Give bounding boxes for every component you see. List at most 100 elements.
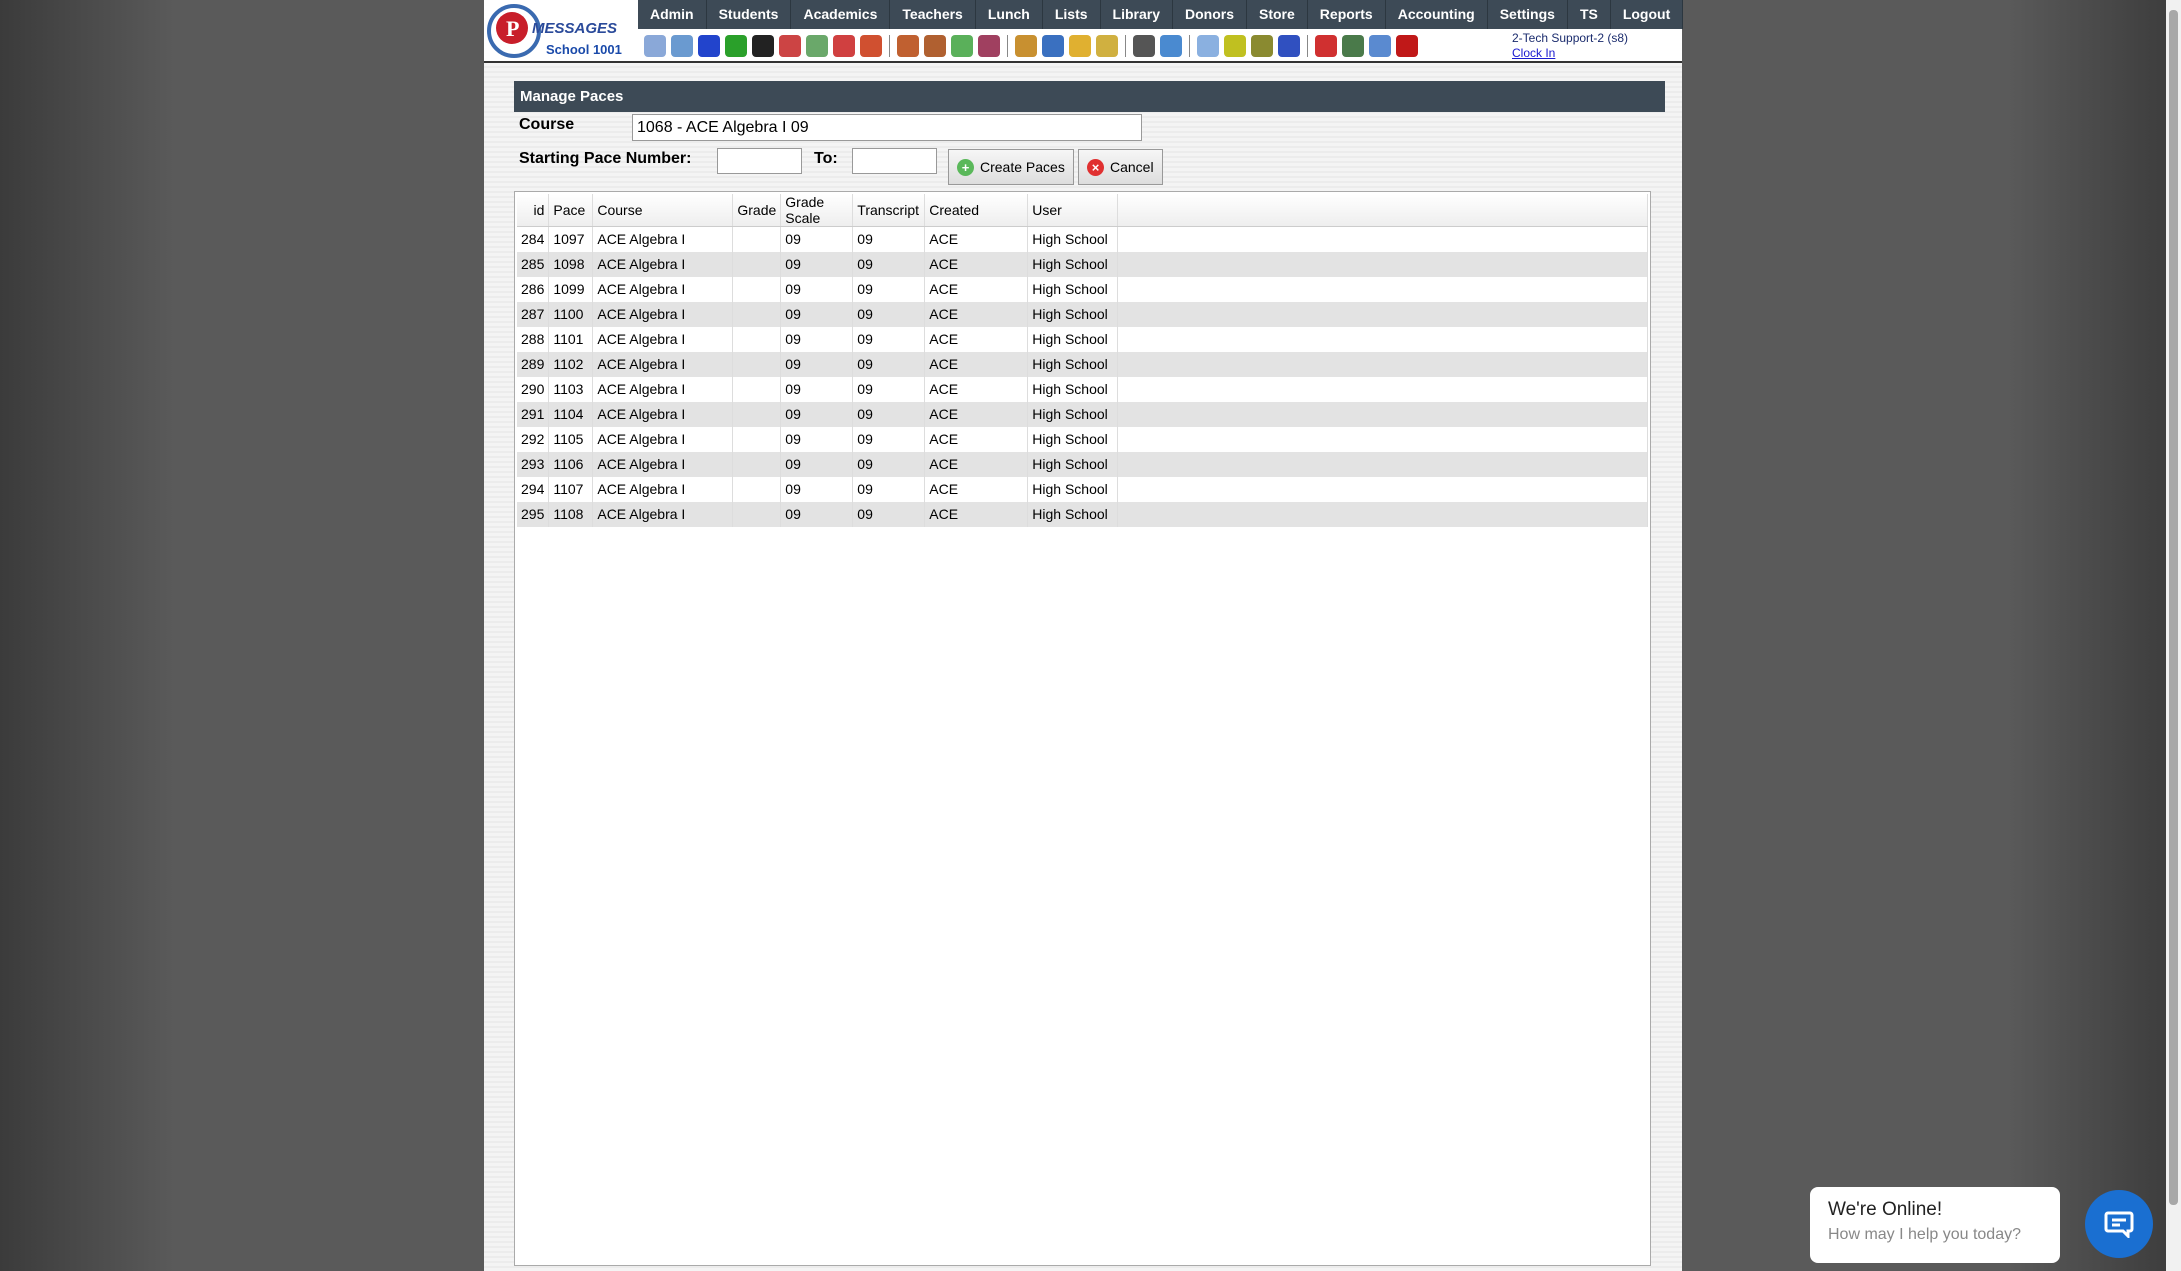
nav-students[interactable]: Students: [707, 0, 792, 29]
clock-icon[interactable]: [1160, 35, 1182, 57]
nav-store[interactable]: Store: [1247, 0, 1308, 29]
column-header[interactable]: Grade: [732, 194, 782, 227]
table-cell: 09: [780, 251, 854, 277]
column-header[interactable]: id: [517, 194, 550, 227]
card-icon[interactable]: [1224, 35, 1246, 57]
column-header[interactable]: Transcript: [852, 194, 926, 227]
table-cell: High School: [1027, 501, 1119, 527]
money-icon[interactable]: [1342, 35, 1364, 57]
ticket-icon[interactable]: [951, 35, 973, 57]
teacher-icon[interactable]: [1133, 35, 1155, 57]
table-cell-filler: [1117, 401, 1648, 427]
add-student-icon[interactable]: [897, 35, 919, 57]
table-cell: ACE Algebra I: [592, 376, 734, 402]
calendar-grid-icon[interactable]: [671, 35, 693, 57]
bell-icon[interactable]: [1069, 35, 1091, 57]
ap-icon[interactable]: [1278, 35, 1300, 57]
table-cell: [732, 326, 782, 352]
nav-lists[interactable]: Lists: [1043, 0, 1101, 29]
table-cell-filler: [1117, 251, 1648, 277]
plus-icon: +: [957, 158, 974, 176]
table-cell: 1099: [548, 276, 594, 302]
nav-logout[interactable]: Logout: [1611, 0, 1684, 29]
pdf-icon[interactable]: [1315, 35, 1337, 57]
table-cell: 09: [852, 476, 926, 502]
user-name: 2-Tech Support-2 (s8): [1512, 31, 1629, 45]
table-row[interactable]: 289 1102 ACE Algebra I 09 09 ACE High School: [517, 351, 1648, 377]
document-icon[interactable]: [806, 35, 828, 57]
table-cell: ACE: [924, 476, 1029, 502]
table-cell: [732, 276, 782, 302]
table-cell: High School: [1027, 251, 1119, 277]
create-paces-button[interactable]: + Create Paces: [948, 149, 1074, 185]
megaphone-icon[interactable]: [860, 35, 882, 57]
scrollbar-thumb[interactable]: [2169, 10, 2178, 1205]
nav-reports[interactable]: Reports: [1308, 0, 1386, 29]
table-cell-filler: [1117, 326, 1648, 352]
table-row[interactable]: 286 1099 ACE Algebra I 09 09 ACE High School: [517, 276, 1648, 302]
nav-academics[interactable]: Academics: [791, 0, 891, 29]
table-cell: [732, 351, 782, 377]
page-scrollbar[interactable]: [2166, 0, 2181, 1271]
help-icon[interactable]: [1369, 35, 1391, 57]
toolbar-separator: [889, 35, 890, 57]
column-header[interactable]: User: [1027, 194, 1119, 227]
table-row[interactable]: 291 1104 ACE Algebra I 09 09 ACE High School: [517, 401, 1648, 427]
table-row[interactable]: 288 1101 ACE Algebra I 09 09 ACE High School: [517, 326, 1648, 352]
export-icon[interactable]: [1096, 35, 1118, 57]
nav-accounting[interactable]: Accounting: [1386, 0, 1488, 29]
table-row[interactable]: 292 1105 ACE Algebra I 09 09 ACE High School: [517, 426, 1648, 452]
cancel-button[interactable]: × Cancel: [1078, 149, 1163, 185]
table-row[interactable]: 284 1097 ACE Algebra I 09 09 ACE High School: [517, 226, 1648, 252]
table-cell: 09: [780, 401, 854, 427]
column-header[interactable]: Pace: [548, 194, 594, 227]
logo[interactable]: P MESSAGES School 1001: [486, 2, 638, 60]
table-row[interactable]: 287 1100 ACE Algebra I 09 09 ACE High School: [517, 301, 1648, 327]
speaker-icon[interactable]: [779, 35, 801, 57]
to-input[interactable]: [852, 148, 937, 174]
chat-button[interactable]: [2085, 1190, 2153, 1258]
table-cell: High School: [1027, 401, 1119, 427]
table-cell-filler: [1117, 376, 1648, 402]
column-header[interactable]: Grade Scale: [780, 194, 854, 227]
table-cell: High School: [1027, 351, 1119, 377]
nav-lunch[interactable]: Lunch: [976, 0, 1043, 29]
burger-icon[interactable]: [1015, 35, 1037, 57]
table-cell: [732, 451, 782, 477]
table-cell: ACE Algebra I: [592, 226, 734, 252]
table-row[interactable]: 285 1098 ACE Algebra I 09 09 ACE High School: [517, 251, 1648, 277]
nav-donors[interactable]: Donors: [1173, 0, 1247, 29]
mobile-phone-icon[interactable]: [752, 35, 774, 57]
printer-icon[interactable]: [1251, 35, 1273, 57]
search-icon[interactable]: [644, 35, 666, 57]
nav-settings[interactable]: Settings: [1488, 0, 1568, 29]
column-header[interactable]: Created: [924, 194, 1029, 227]
nav-library[interactable]: Library: [1101, 0, 1173, 29]
nav-teachers[interactable]: Teachers: [890, 0, 976, 29]
course-field[interactable]: 1068 - ACE Algebra I 09: [632, 114, 1142, 141]
table-row[interactable]: 293 1106 ACE Algebra I 09 09 ACE High School: [517, 451, 1648, 477]
calendar-icon[interactable]: [833, 35, 855, 57]
column-header-filler: [1117, 194, 1648, 227]
nav-admin[interactable]: Admin: [638, 0, 707, 29]
group-icon[interactable]: [978, 35, 1000, 57]
table-cell: ACE: [924, 451, 1029, 477]
calculator-icon[interactable]: [1197, 35, 1219, 57]
power-icon[interactable]: [1396, 35, 1418, 57]
student-icon[interactable]: [924, 35, 946, 57]
table-row[interactable]: 295 1108 ACE Algebra I 09 09 ACE High School: [517, 501, 1648, 527]
table-row[interactable]: 290 1103 ACE Algebra I 09 09 ACE High School: [517, 376, 1648, 402]
chat-bubble[interactable]: We're Online! How may I help you today?: [1810, 1187, 2060, 1263]
table-row[interactable]: 294 1107 ACE Algebra I 09 09 ACE High School: [517, 476, 1648, 502]
starting-pace-input[interactable]: [717, 148, 802, 174]
table-cell: ACE: [924, 301, 1029, 327]
book-icon[interactable]: [1042, 35, 1064, 57]
clock-in-link[interactable]: Clock In: [1512, 46, 1556, 60]
table-cell: ACE Algebra I: [592, 401, 734, 427]
nav-ts[interactable]: TS: [1568, 0, 1611, 29]
table-cell: 09: [852, 501, 926, 527]
table-cell: ACE: [924, 401, 1029, 427]
email-at-icon[interactable]: [698, 35, 720, 57]
chat-icon[interactable]: [725, 35, 747, 57]
column-header[interactable]: Course: [592, 194, 734, 227]
